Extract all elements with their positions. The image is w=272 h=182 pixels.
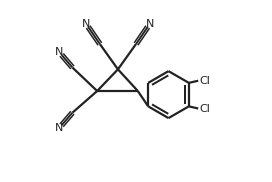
- Text: N: N: [146, 19, 154, 29]
- Text: N: N: [55, 123, 63, 133]
- Text: Cl: Cl: [199, 76, 210, 86]
- Text: N: N: [55, 47, 63, 57]
- Text: Cl: Cl: [199, 104, 210, 114]
- Text: N: N: [82, 19, 90, 29]
